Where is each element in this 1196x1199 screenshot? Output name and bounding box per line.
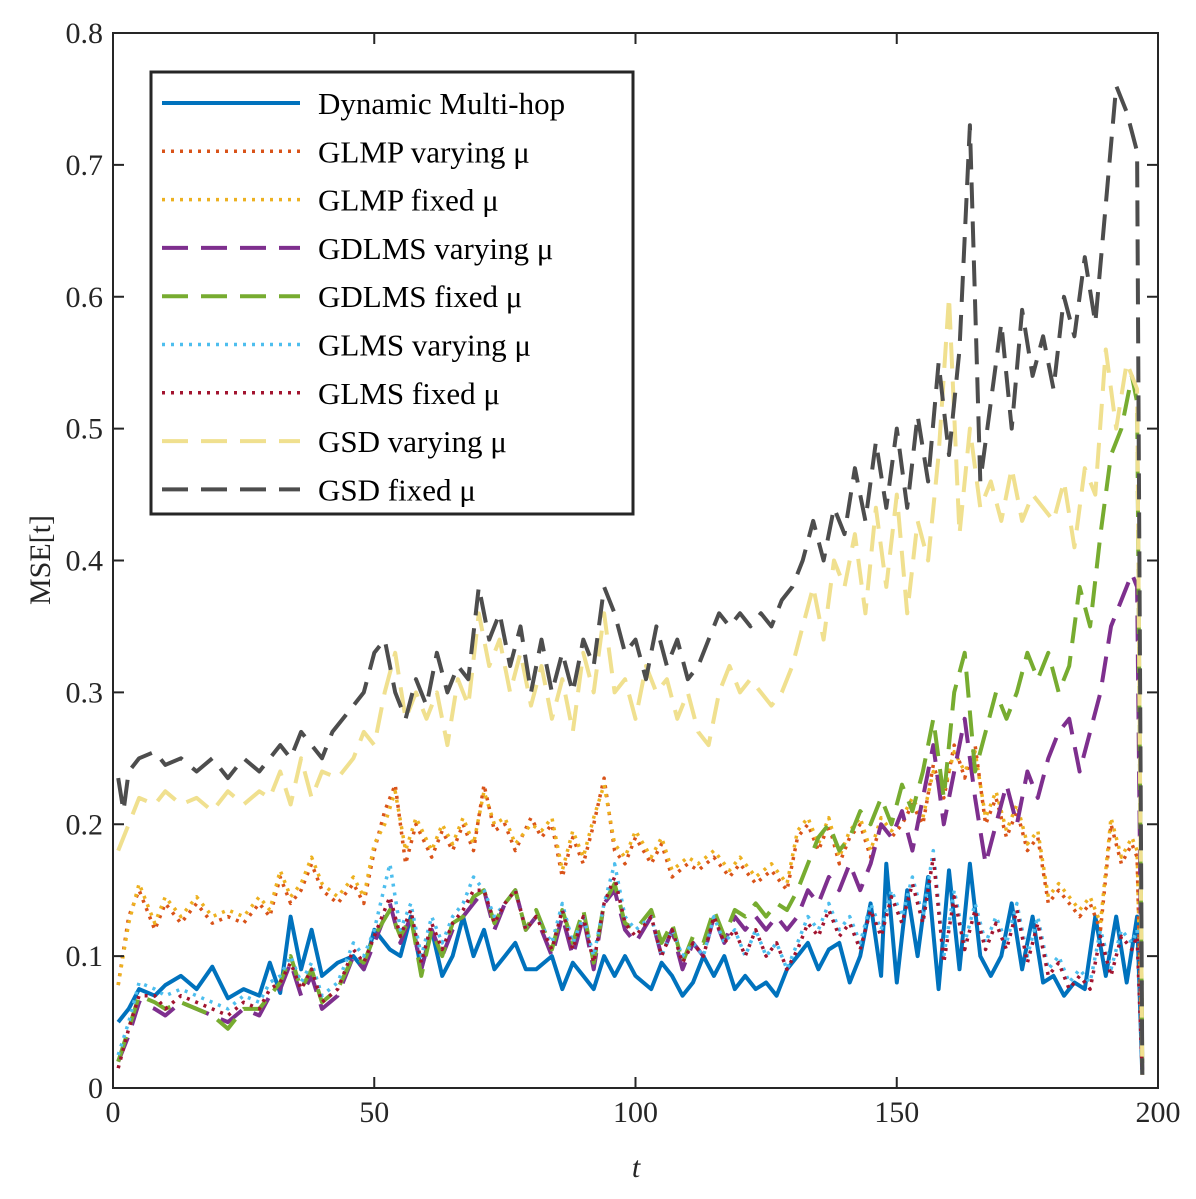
y-tick-label: 0.4: [66, 545, 104, 578]
legend-entries: Dynamic Multi-hop GLMP varying μ GLMP fixe…: [162, 86, 565, 507]
x-tick-label: 0: [106, 1096, 121, 1129]
legend-label: GLMS fixed μ: [318, 376, 500, 411]
legend-box: [149, 70, 635, 516]
series-line-gsd-fixed: [116, 83, 1145, 1075]
legend: Dynamic Multi-hop GLMP varying μ GLMP fixe…: [149, 70, 635, 516]
x-tick-label: 200: [1136, 1096, 1181, 1129]
legend-label: GDLMS varying μ: [318, 231, 553, 266]
y-tick-label: 0.6: [66, 281, 104, 314]
legend-label: GLMS varying μ: [318, 328, 531, 363]
y-tick-label: 0: [88, 1072, 103, 1105]
x-tick-label: 150: [874, 1096, 919, 1129]
y-tick-label: 0.5: [66, 413, 104, 446]
y-tick-label: 0.7: [66, 149, 104, 182]
legend-label: GLMP fixed μ: [318, 183, 499, 218]
legend-label: GSD fixed μ: [318, 472, 476, 507]
legend-label: Dynamic Multi-hop: [318, 86, 565, 121]
legend-label: GSD varying μ: [318, 424, 507, 459]
plot-lines: [116, 83, 1145, 1075]
series-line-glmp-fixed: [116, 749, 1145, 1075]
x-tick-label: 50: [359, 1096, 389, 1129]
legend-label: GDLMS fixed μ: [318, 279, 522, 314]
x-tick-label: 100: [613, 1096, 658, 1129]
series-line-gdlms-fixed: [116, 373, 1145, 1075]
y-tick-label: 0.8: [66, 17, 104, 50]
y-tick-label: 0.2: [66, 808, 104, 841]
y-axis-label: MSE[t]: [24, 515, 57, 605]
y-tick-label: 0.1: [66, 940, 104, 973]
series-line-glms-fixed: [116, 855, 1145, 1075]
y-tick-label: 0.3: [66, 676, 104, 709]
legend-label: GLMP varying μ: [318, 134, 530, 169]
series-line-dynamic-multi-hop: [116, 861, 1145, 1075]
x-axis-label: t: [632, 1151, 641, 1184]
x-axis-ticks: 0 50 100 150 200: [106, 33, 1181, 1129]
y-axis-ticks: 0 0.1 0.2 0.3 0.4 0.5 0.6 0.7 0.8: [66, 17, 1158, 1105]
series-line-gsd-varying: [116, 294, 1145, 1075]
series-line-glms-varying: [116, 848, 1145, 1075]
